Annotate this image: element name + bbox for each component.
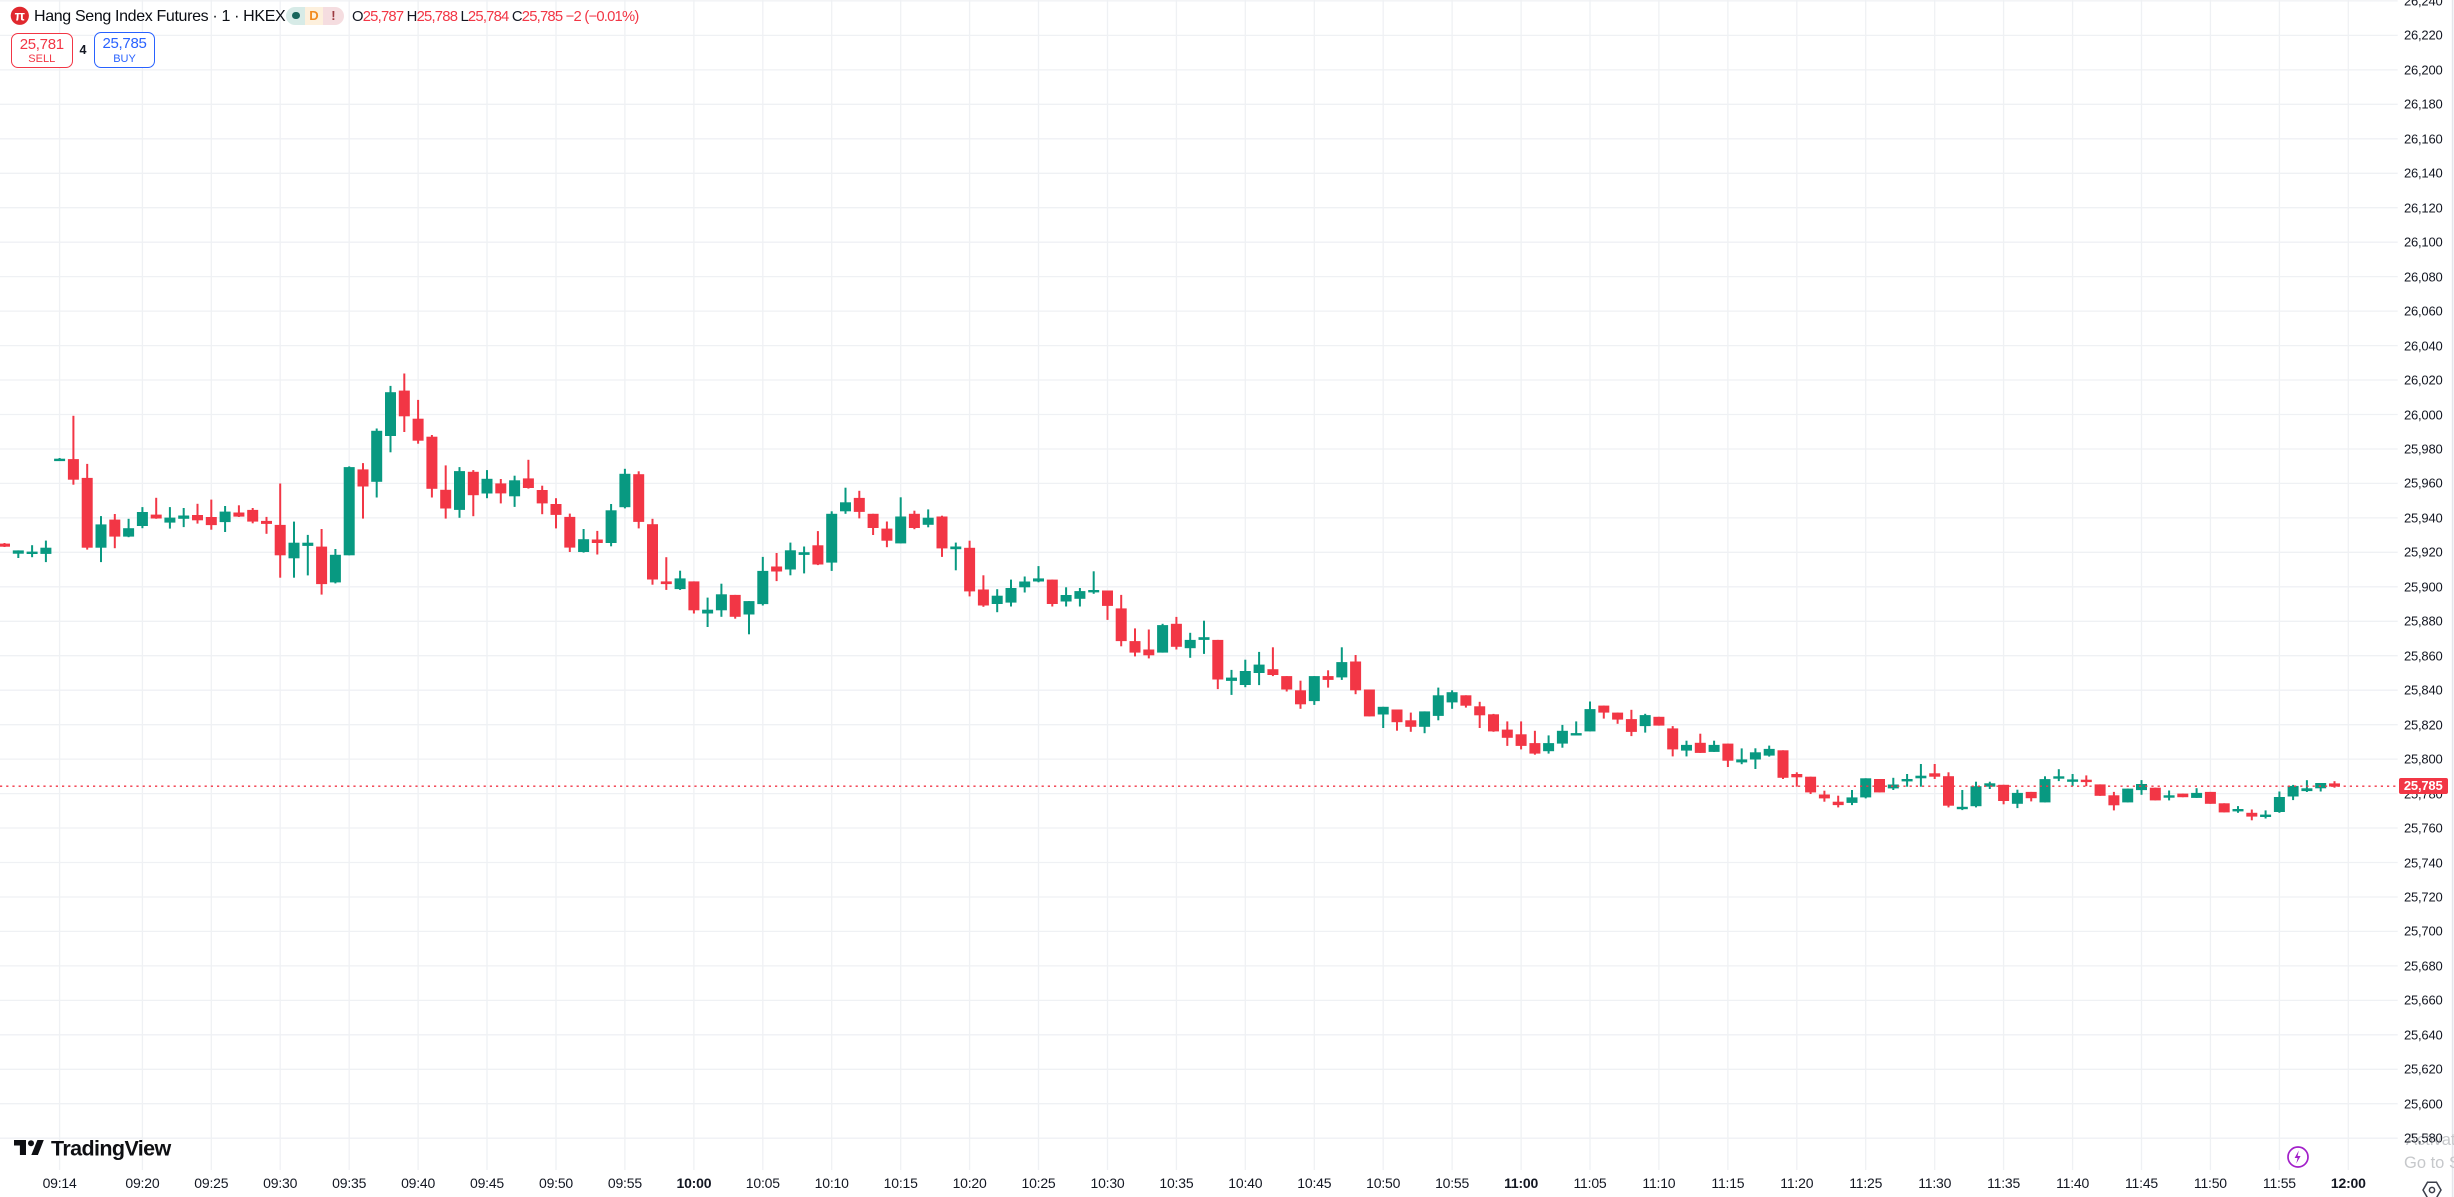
svg-text:π: π <box>15 9 25 24</box>
svg-text:TradingView: TradingView <box>51 1138 172 1160</box>
